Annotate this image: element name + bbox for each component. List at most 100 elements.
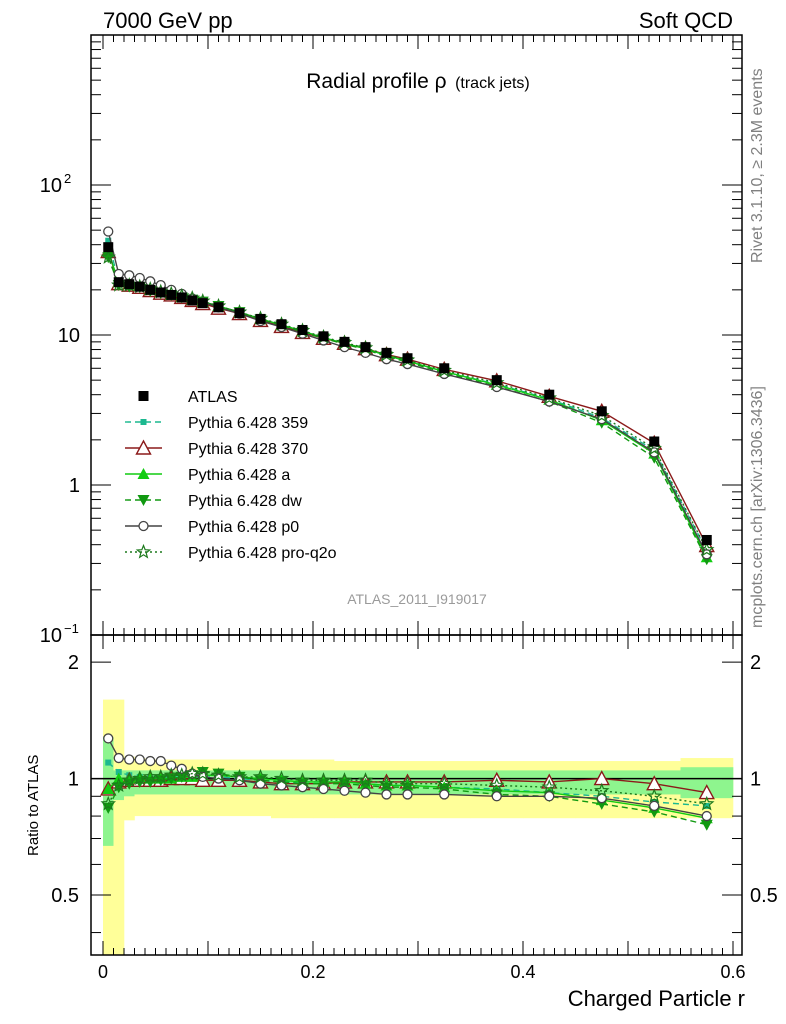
ratio-pythia-6-428-pro-q2o-point bbox=[646, 788, 663, 803]
ratio-pythia-6-428-359-point bbox=[105, 759, 112, 766]
ratio-pythia-6-428-p0-point bbox=[134, 754, 145, 765]
ratio-pythia-6-428-p0-point bbox=[124, 754, 135, 765]
legend-marker bbox=[135, 543, 152, 559]
legend-marker bbox=[137, 495, 150, 506]
main-atlas-point bbox=[213, 302, 224, 313]
header-left: 7000 GeV pp bbox=[103, 8, 233, 33]
legend-marker bbox=[137, 468, 150, 479]
main-atlas-point bbox=[439, 363, 450, 374]
y-tick-label: 10 bbox=[40, 175, 62, 197]
ratio-pythia-6-428-pro-q2o-point bbox=[252, 768, 269, 784]
ratio-pythia-6-428-pro-q2o-point bbox=[131, 770, 148, 786]
syst-band bbox=[113, 699, 125, 955]
main-pythia-6-428-pro-q2o-point bbox=[100, 249, 117, 264]
main-atlas-point bbox=[197, 298, 208, 309]
main-atlas-point bbox=[596, 406, 607, 417]
ratio-plot-series bbox=[100, 733, 715, 831]
legend-marker bbox=[138, 391, 149, 401]
ratio-pythia-6-428-p0-point bbox=[155, 755, 166, 767]
main-atlas-point bbox=[297, 324, 308, 335]
ratio-pythia-6-428-pro-q2o-point bbox=[378, 775, 395, 791]
ratio-pythia-6-428-pro-q2o-point bbox=[698, 795, 715, 811]
ratio-pythia-6-428-pro-q2o-point bbox=[121, 772, 138, 787]
ratio-pythia-6-428-p0-point bbox=[544, 791, 555, 802]
legend-label: Pythia 6.428 pro-q2o bbox=[188, 545, 337, 562]
legend-label: Pythia 6.428 p0 bbox=[188, 519, 299, 536]
x-axis-label: Charged Particle r bbox=[568, 986, 745, 1011]
main-atlas-point bbox=[134, 281, 145, 292]
main-pythia-6-428-p0-point bbox=[701, 549, 712, 560]
plot-title-sub: (track jets) bbox=[455, 75, 530, 92]
y-tick-exponent: −1 bbox=[64, 621, 79, 636]
main-atlas-point bbox=[145, 284, 156, 295]
ratio-pythia-6-428-p0-point bbox=[701, 810, 712, 822]
y-tick-exponent: 2 bbox=[64, 171, 71, 186]
ratio-pythia-6-428-p0-point bbox=[402, 789, 413, 800]
legend-marker bbox=[135, 439, 152, 455]
main-atlas-point bbox=[124, 279, 135, 290]
main-atlas-point bbox=[255, 313, 266, 324]
ratio-pythia-6-428-pro-q2o-point bbox=[488, 777, 505, 793]
plot-title: Radial profile ρ (track jets) bbox=[306, 70, 529, 93]
ratio-pythia-6-428-pro-q2o-point bbox=[173, 767, 190, 782]
main-atlas-point bbox=[103, 242, 114, 253]
ratio-pythia-6-428-pro-q2o-point bbox=[357, 772, 374, 787]
ratio-pythia-6-428-p0-point bbox=[381, 789, 392, 800]
ratio-pythia-6-428-pro-q2o-point bbox=[194, 765, 211, 781]
mcplots-label: mcplots.cern.ch [arXiv:1306.3436] bbox=[749, 386, 766, 628]
main-atlas-point bbox=[113, 277, 124, 288]
ratio-pythia-6-428-pro-q2o-point bbox=[210, 767, 227, 782]
legend-marker bbox=[140, 419, 147, 425]
main-pythia-6-428-pro-q2o-point bbox=[698, 541, 715, 557]
main-atlas-point bbox=[176, 292, 187, 303]
legend: ATLAS Pythia 6.428 359 Pythia 6.428 370 Pyt… bbox=[125, 389, 337, 562]
ratio-y-tick-label-right: 0.5 bbox=[750, 885, 778, 907]
main-atlas-point bbox=[276, 319, 287, 330]
ratio-pythia-6-428-pro-q2o-point bbox=[315, 772, 332, 787]
ratio-pythia-6-428-p0-point bbox=[439, 789, 450, 800]
ratio-pythia-6-428-p0-point bbox=[103, 733, 114, 744]
main-atlas-point bbox=[701, 534, 712, 545]
ratio-pythia-6-428-pro-q2o-point bbox=[100, 795, 117, 811]
x-tick-label: 0.6 bbox=[720, 962, 745, 982]
x-tick-label: 0.2 bbox=[300, 962, 325, 982]
ratio-y-tick-label: 2 bbox=[68, 652, 79, 674]
ratio-pythia-6-428-dw-point bbox=[700, 819, 713, 831]
main-atlas-point bbox=[402, 353, 413, 364]
ratio-pythia-6-428-p0-point bbox=[339, 785, 350, 796]
ratio-pythia-6-428-pro-q2o-point bbox=[273, 770, 290, 786]
ratio-pythia-6-428-p0-point bbox=[360, 787, 371, 798]
ratio-pythia-6-428-pro-q2o-point bbox=[294, 772, 311, 787]
main-pythia-6-428-p0-point bbox=[103, 226, 114, 237]
ratio-y-tick-label: 1 bbox=[68, 769, 79, 791]
ratio-pythia-6-428-pro-q2o-point bbox=[436, 775, 453, 791]
legend-label: Pythia 6.428 dw bbox=[188, 493, 302, 510]
main-atlas-point bbox=[544, 389, 555, 400]
ratio-pythia-6-428-pro-q2o-point bbox=[399, 775, 416, 791]
ratio-y-tick-label-right: 2 bbox=[750, 652, 761, 674]
x-tick-label: 0 bbox=[98, 962, 108, 982]
ratio-pythia-6-428-p0-point bbox=[113, 752, 124, 764]
legend-label: Pythia 6.428 370 bbox=[188, 441, 308, 458]
ratio-plot-frame bbox=[90, 634, 743, 956]
ratio-pythia-6-428-pro-q2o-point bbox=[110, 777, 127, 793]
y-tick-label: 10 bbox=[58, 325, 80, 347]
legend-marker bbox=[138, 520, 149, 532]
legend-label: Pythia 6.428 a bbox=[188, 467, 290, 484]
ratio-pythia-6-428-a-point bbox=[102, 782, 115, 794]
rivet-label: Rivet 3.1.10, ≥ 2.3M events bbox=[749, 68, 766, 263]
ratio-pythia-6-428-dw-line bbox=[107, 771, 707, 826]
ratio-y-tick-label: 0.5 bbox=[51, 885, 79, 907]
ratio-pythia-6-428-pro-q2o-point bbox=[152, 768, 169, 784]
main-atlas-point bbox=[339, 336, 350, 347]
x-tick-label: 0.4 bbox=[510, 962, 535, 982]
main-atlas-point bbox=[649, 436, 660, 447]
main-atlas-point bbox=[381, 347, 392, 358]
ratio-pythia-6-428-359-point bbox=[115, 768, 122, 775]
ratio-y-tick-label-right: 1 bbox=[750, 769, 761, 791]
plot-title-main: Radial profile ρ bbox=[306, 70, 446, 93]
ratio-pythia-6-428-p0-point bbox=[649, 800, 660, 812]
legend-label: ATLAS bbox=[188, 389, 238, 406]
ratio-pythia-6-428-359-point bbox=[703, 802, 710, 809]
